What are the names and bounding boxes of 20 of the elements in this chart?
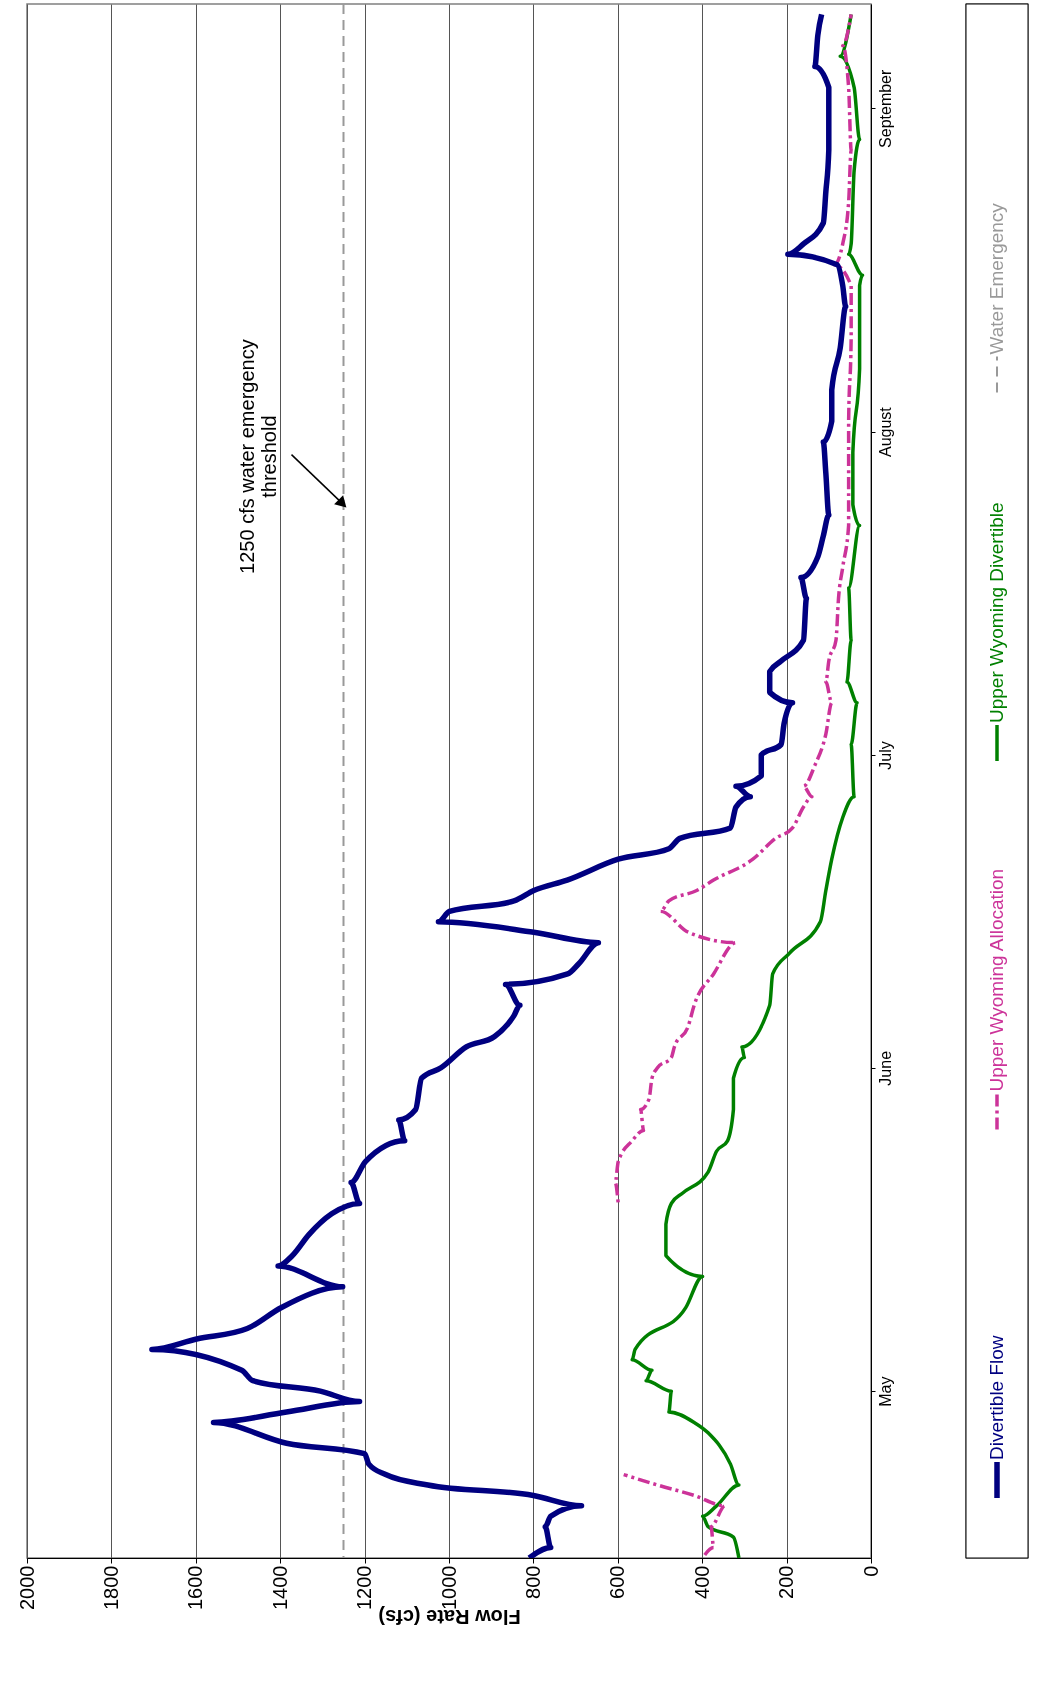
- y-tick-label: May: [876, 1376, 894, 1407]
- x-tick-label: 2000: [15, 1565, 38, 1610]
- text: Upper Wyoming Divertible: [986, 502, 1007, 723]
- y-tick-label: August: [876, 406, 894, 458]
- text: Upper Wyoming Allocation: [986, 868, 1007, 1092]
- y-tick-label: July: [876, 741, 894, 770]
- x-tick-label: 1800: [99, 1565, 122, 1610]
- x-tick-label: 0: [859, 1565, 882, 1577]
- text: Divertible Flow: [986, 1335, 1007, 1460]
- x-tick-label: 1200: [353, 1565, 376, 1610]
- x-tick-label: 200: [775, 1565, 798, 1599]
- y-tick-label: September: [876, 68, 894, 148]
- x-tick-label: 800: [521, 1565, 544, 1599]
- y-tick-label: June: [876, 1050, 894, 1086]
- x-tick-label: 400: [690, 1565, 713, 1599]
- x-tick-label: 1400: [268, 1565, 291, 1610]
- x-tick-label: 600: [606, 1565, 629, 1599]
- x-tick-label: 1600: [184, 1565, 207, 1610]
- annotation: 1250 cfs water emergency threshold: [235, 339, 280, 574]
- ref-line-label: Water Emergency: [986, 202, 1007, 355]
